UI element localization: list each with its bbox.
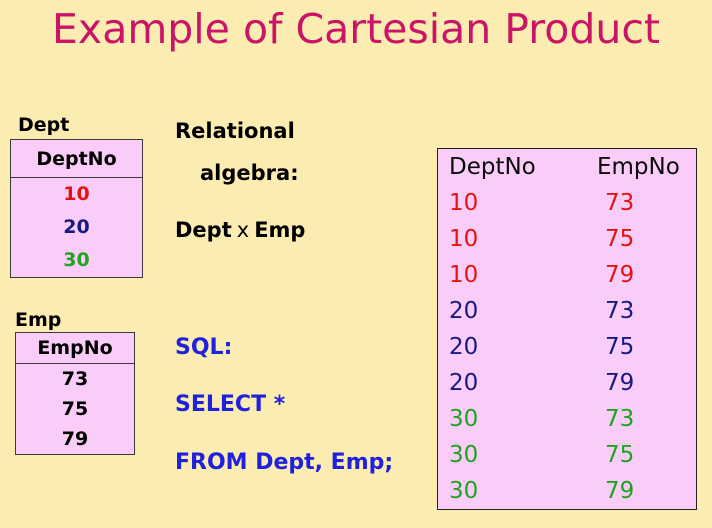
result-header-empno: EmpNo <box>597 154 680 180</box>
result-header-deptno: DeptNo <box>449 154 536 180</box>
emp-table-row: 75 <box>61 398 89 420</box>
sql-from-line: FROM Dept, Emp; <box>175 450 394 475</box>
result-cell-deptno: 10 <box>449 262 479 288</box>
result-table-row: 30 79 <box>438 473 696 509</box>
result-cell-deptno: 20 <box>449 334 479 360</box>
algebra-operator: x <box>236 218 250 242</box>
result-cell-empno: 79 <box>605 478 635 504</box>
emp-table-header: EmpNo <box>16 333 134 364</box>
result-table-header-row: DeptNo EmpNo <box>438 149 696 185</box>
result-cell-deptno: 10 <box>449 190 479 216</box>
result-cell-empno: 73 <box>605 298 635 324</box>
result-table-row: 20 73 <box>438 293 696 329</box>
emp-table-label: Emp <box>15 309 62 331</box>
dept-table-row: 30 <box>63 249 90 271</box>
slide-title: Example of Cartesian Product <box>52 5 660 53</box>
result-cell-deptno: 30 <box>449 406 479 432</box>
result-table-row: 20 79 <box>438 365 696 401</box>
result-cell-empno: 75 <box>605 226 635 252</box>
result-cell-empno: 73 <box>605 190 635 216</box>
result-cell-deptno: 30 <box>449 442 479 468</box>
algebra-heading-line1: Relational <box>175 119 295 143</box>
result-cell-empno: 75 <box>605 334 635 360</box>
emp-table-row: 79 <box>61 428 89 450</box>
result-cell-empno: 75 <box>605 442 635 468</box>
result-table-row: 30 75 <box>438 437 696 473</box>
sql-select-line: SELECT * <box>175 392 286 417</box>
result-table-row: 10 79 <box>438 257 696 293</box>
algebra-expression: Dept x Emp <box>175 218 305 242</box>
result-table-row: 30 73 <box>438 401 696 437</box>
dept-table-row: 20 <box>63 216 90 238</box>
result-cell-deptno: 20 <box>449 298 479 324</box>
dept-table-header: DeptNo <box>11 140 142 178</box>
algebra-operand-left: Dept <box>175 218 232 242</box>
result-cell-empno: 79 <box>605 262 635 288</box>
result-cell-deptno: 20 <box>449 370 479 396</box>
algebra-operand-right: Emp <box>254 218 306 242</box>
result-cell-empno: 73 <box>605 406 635 432</box>
dept-table-row: 10 <box>63 183 90 205</box>
sql-label: SQL: <box>175 335 233 360</box>
emp-table: EmpNo 73 75 79 <box>15 332 135 455</box>
dept-table: DeptNo 10 20 30 <box>10 139 143 278</box>
dept-table-label: Dept <box>18 114 70 136</box>
result-cell-deptno: 10 <box>449 226 479 252</box>
result-table: DeptNo EmpNo 10 73 10 75 10 79 20 73 20 … <box>437 148 697 510</box>
result-table-row: 10 73 <box>438 185 696 221</box>
result-table-row: 20 75 <box>438 329 696 365</box>
result-cell-empno: 79 <box>605 370 635 396</box>
result-table-row: 10 75 <box>438 221 696 257</box>
emp-table-row: 73 <box>61 368 89 390</box>
algebra-heading-line2: algebra: <box>200 161 299 185</box>
result-cell-deptno: 30 <box>449 478 479 504</box>
